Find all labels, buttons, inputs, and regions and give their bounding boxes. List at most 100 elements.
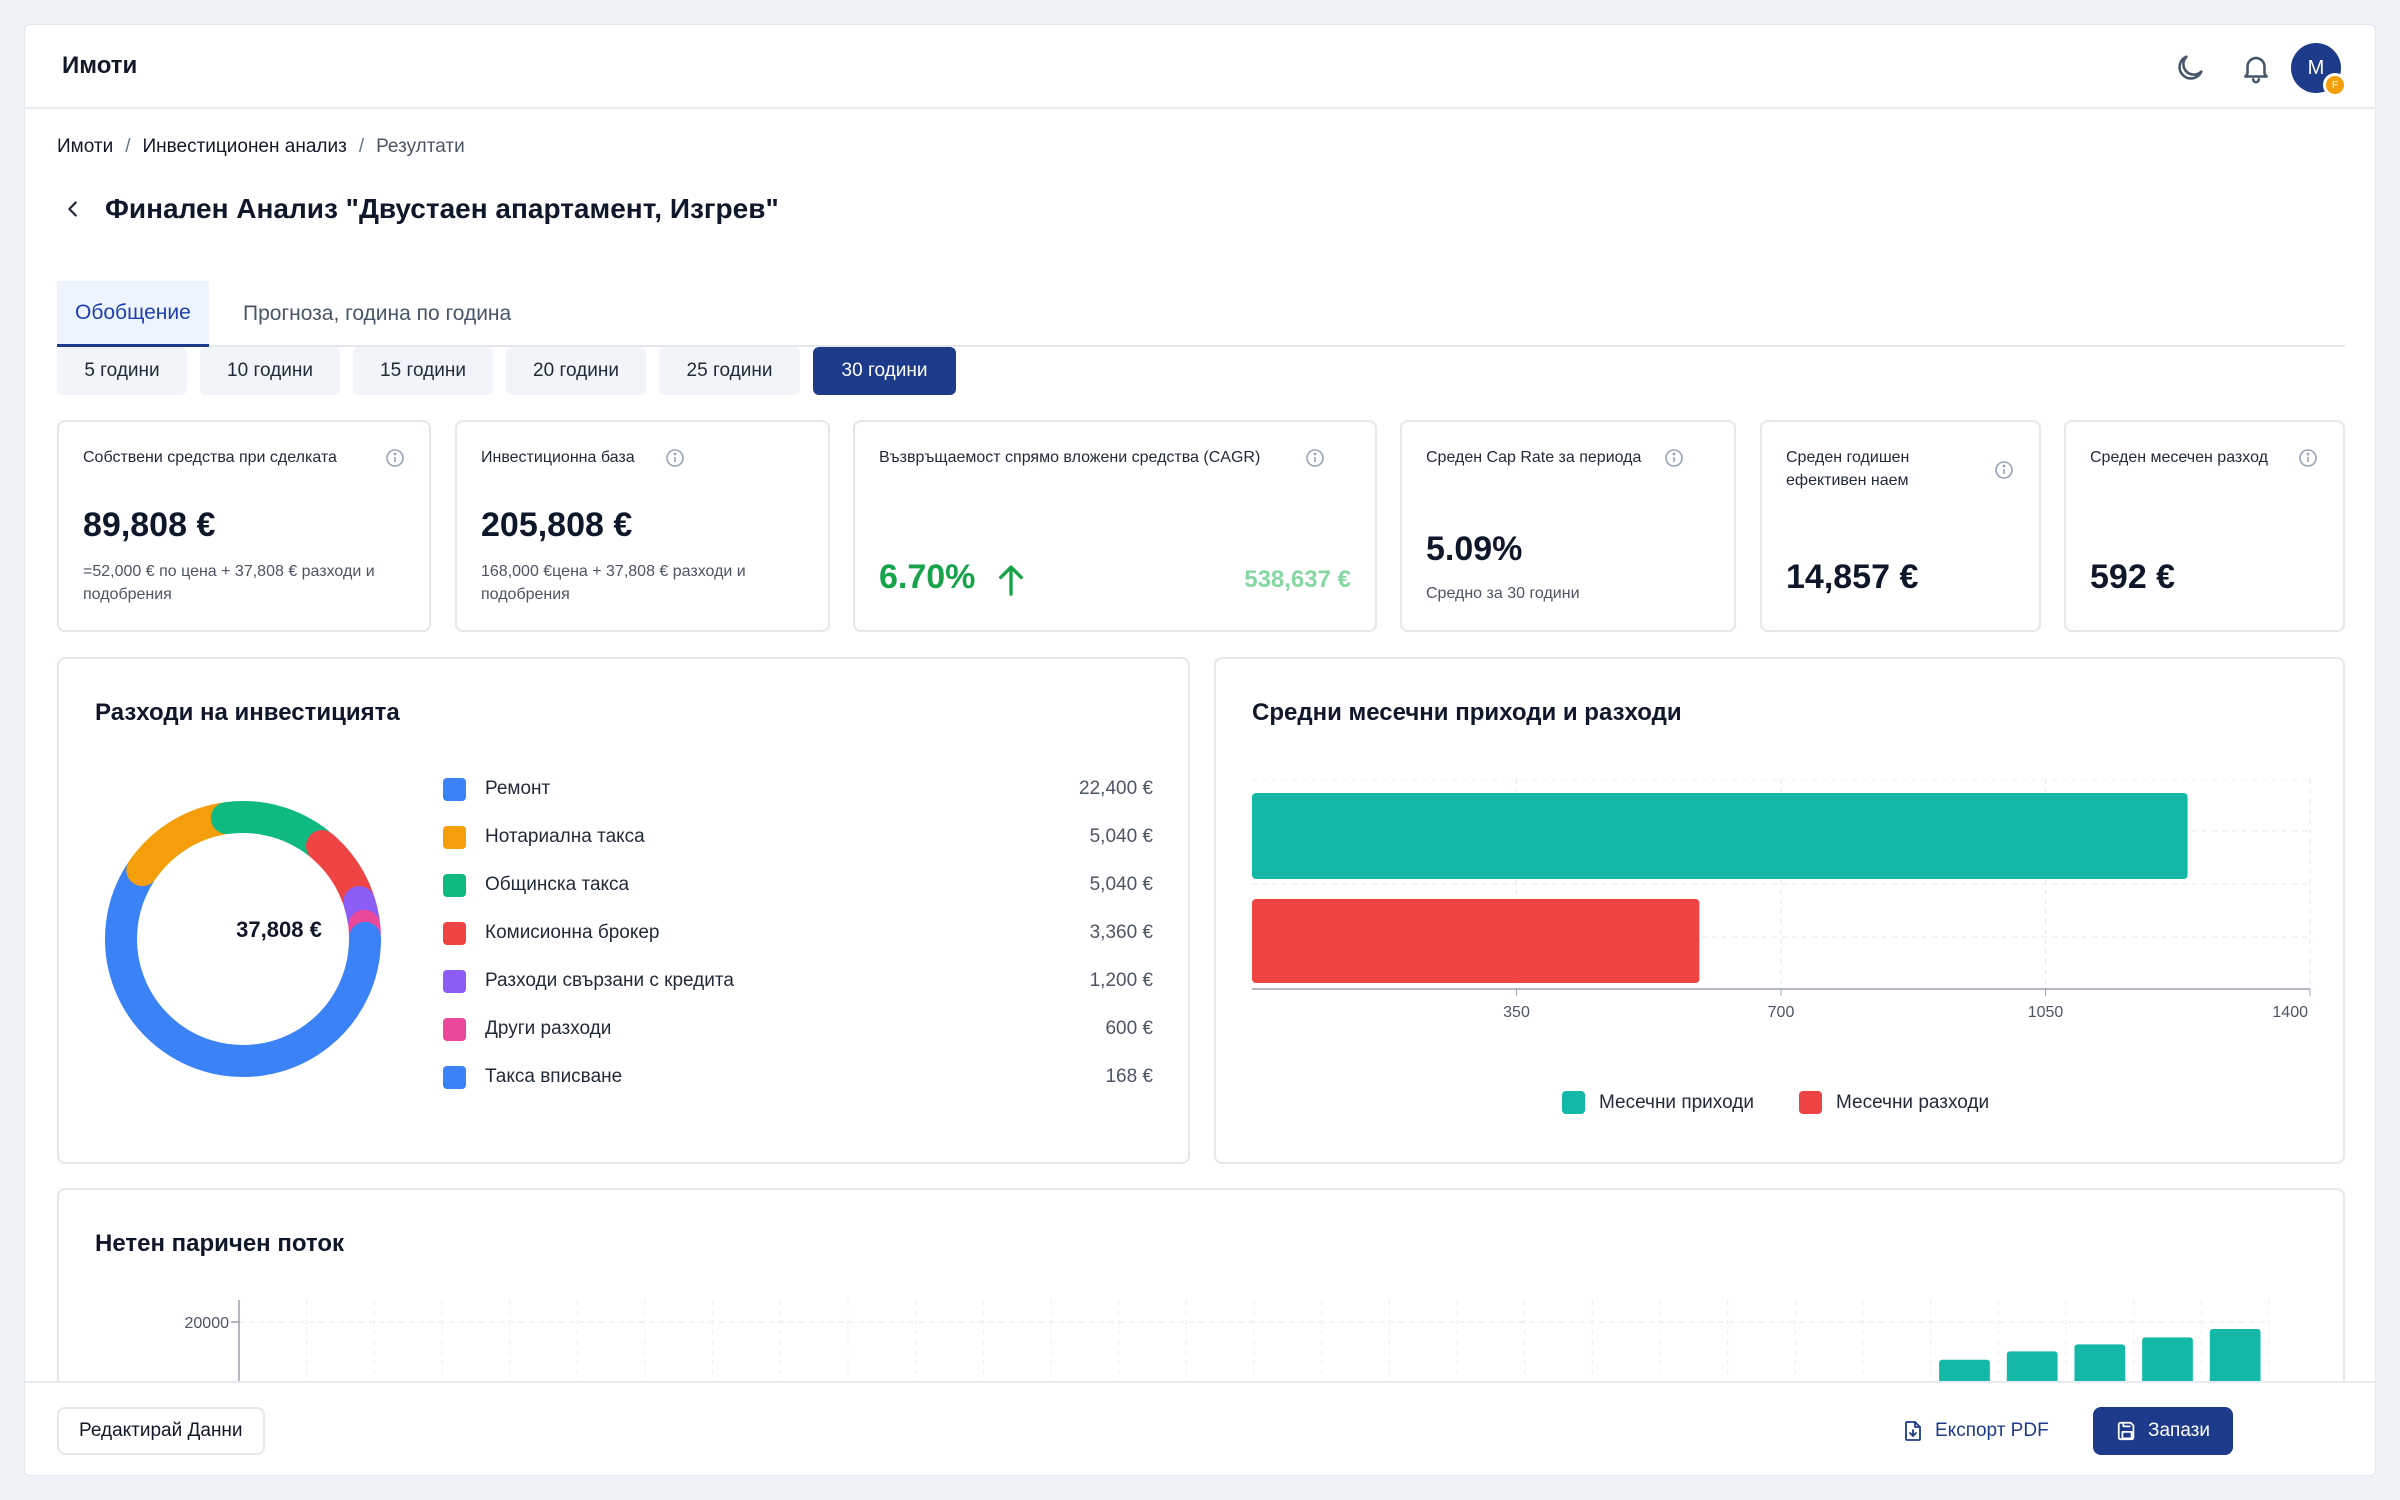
donut-total: 37,808 € (236, 917, 322, 942)
bar[interactable] (1252, 793, 2188, 879)
expense-label: Ремонт (485, 778, 551, 799)
donut-slice[interactable] (126, 802, 239, 887)
kpi-sub: =52,000 € по цена + 37,808 € разходи и п… (83, 563, 375, 603)
info-icon[interactable] (2298, 448, 2318, 468)
page-title-row: Финален Анализ "Двустаен апартамент, Изг… (57, 193, 779, 225)
save-label: Запази (2147, 1420, 2210, 1441)
save-icon (2117, 1421, 2135, 1441)
period-chip-25[interactable]: 25 години (659, 347, 800, 395)
file-download-icon (1905, 1421, 1921, 1441)
period-chip-10[interactable]: 10 години (200, 347, 340, 395)
kpi-investment-base-card: Инвестиционна база 205,808 € 168,000 €це… (455, 420, 830, 632)
expense-label: Други разходи (485, 1018, 612, 1039)
kpi-equity-card: Собствени средства при сделката 89,808 €… (57, 420, 431, 632)
expense-legend-item[interactable]: Ремонт 22,400 € (443, 774, 1153, 804)
tick-label: 1400 (2272, 1004, 2308, 1019)
donut-slice[interactable] (105, 858, 381, 1077)
legend-label: Месечни приходи (1599, 1091, 1754, 1113)
expense-value: 168 € (1105, 1066, 1153, 1087)
kpi-label: Среден годишен ефективен наем (1786, 449, 1910, 489)
kpi-value: 89,808 € (83, 506, 216, 544)
app-title: Имоти (62, 52, 138, 79)
info-icon[interactable] (385, 448, 405, 468)
moon-icon[interactable] (2173, 51, 2207, 85)
legend-swatch (443, 1065, 466, 1089)
legend-swatch (443, 921, 466, 945)
expense-legend-item[interactable]: Комисионна брокер 3,360 € (443, 918, 1153, 948)
expense-label: Такса вписване (485, 1066, 623, 1087)
monthly-bar-chart: 350 700 1050 1400 (1252, 779, 2311, 1019)
info-icon[interactable] (1305, 448, 1325, 468)
legend-swatch (443, 825, 466, 849)
bar[interactable] (1252, 899, 1700, 983)
info-icon[interactable] (665, 448, 685, 468)
page-title: Финален Анализ "Двустаен апартамент, Изг… (105, 193, 779, 224)
kpi-annual-rent-card: Среден годишен ефективен наем 14,857 € (1760, 420, 2041, 632)
breadcrumb-separator: / (125, 136, 131, 157)
donut-slice[interactable] (210, 801, 335, 860)
kpi-cap-rate-card: Среден Cap Rate за периода 5.09% Средно … (1400, 420, 1736, 632)
legend-swatch (443, 969, 466, 993)
legend-income[interactable]: Месечни приходи (1562, 1091, 1754, 1114)
kpi-monthly-expense-card: Среден месечен разход 592 € (2064, 420, 2345, 632)
legend-swatch (443, 873, 466, 897)
expense-value: 22,400 € (1079, 778, 1153, 799)
expense-value: 5,040 € (1089, 874, 1153, 895)
tick-label: 20000 (185, 1315, 230, 1332)
breadcrumb-item-properties[interactable]: Имоти (57, 136, 114, 157)
expense-label: Разходи свързани с кредита (485, 970, 734, 991)
expense-value: 3,360 € (1089, 922, 1153, 943)
legend-swatch (443, 1017, 466, 1041)
expense-legend-item[interactable]: Други разходи 600 € (443, 1014, 1153, 1044)
arrow-up-icon (995, 562, 1027, 598)
kpi-secondary-value: 538,637 € (1244, 566, 1351, 593)
expense-label: Нотариална такса (485, 826, 645, 847)
expenses-panel: Разходи на инвестицията 37,808 € Ремонт 2… (57, 657, 1190, 1164)
info-icon[interactable] (1664, 448, 1684, 468)
kpi-label: Среден Cap Rate за периода (1426, 449, 1642, 466)
bottom-action-bar: Редактирай Данни Експорт PDF Запази (25, 1381, 2375, 1475)
tick-label: 700 (1768, 1004, 1795, 1019)
period-chip-5[interactable]: 5 години (57, 347, 187, 395)
breadcrumb-separator: / (358, 136, 365, 157)
kpi-value: 5.09% (1426, 530, 1523, 568)
expense-label: Комисионна брокер (485, 922, 660, 943)
kpi-sub: 168,000 €цена + 37,808 € разходи и подоб… (481, 563, 746, 603)
expense-value: 5,040 € (1089, 826, 1153, 847)
panel-title: Разходи на инвестицията (95, 699, 400, 726)
period-chip-15[interactable]: 15 години (353, 347, 493, 395)
kpi-value: 6.70% (879, 558, 976, 596)
breadcrumb: Имоти / Инвестиционен анализ / Резултати (57, 136, 465, 158)
export-pdf-button[interactable]: Експорт PDF (1901, 1407, 2049, 1455)
breadcrumb-item-results: Резултати (376, 136, 465, 157)
avatar[interactable]: M F (2291, 43, 2347, 97)
legend-swatch (443, 777, 466, 801)
breadcrumb-item-analysis[interactable]: Инвестиционен анализ (142, 136, 347, 157)
tabs: Обобщение Прогноза, година по година (57, 257, 2345, 347)
kpi-value: 592 € (2090, 558, 2176, 596)
expenses-donut-chart (105, 801, 381, 1077)
expense-value: 1,200 € (1089, 970, 1153, 991)
period-chip-30[interactable]: 30 години (813, 347, 956, 395)
save-button[interactable]: Запази (2093, 1407, 2233, 1455)
kpi-value: 14,857 € (1786, 558, 1919, 596)
expense-legend-item[interactable]: Разходи свързани с кредита 1,200 € (443, 966, 1153, 996)
kpi-label: Инвестиционна база (481, 449, 635, 466)
period-chip-20[interactable]: 20 години (506, 347, 646, 395)
bell-icon[interactable] (2239, 51, 2273, 85)
expense-legend-item[interactable]: Общинска такса 5,040 € (443, 870, 1153, 900)
legend-expenses[interactable]: Месечни разходи (1799, 1091, 1989, 1114)
expense-legend-item[interactable]: Нотариална такса 5,040 € (443, 822, 1153, 852)
expense-value: 600 € (1105, 1018, 1153, 1039)
tab-summary[interactable]: Обобщение (57, 281, 209, 347)
edit-data-button[interactable]: Редактирай Данни (57, 1407, 265, 1455)
kpi-label: Среден месечен разход (2090, 449, 2268, 466)
expense-legend-item[interactable]: Такса вписване 168 € (443, 1062, 1153, 1092)
panel-title: Средни месечни приходи и разходи (1252, 699, 1682, 726)
back-arrow-icon[interactable] (57, 193, 89, 225)
avatar-initial: M (2307, 56, 2325, 79)
legend-swatch (1562, 1091, 1585, 1114)
legend-swatch (1799, 1091, 1822, 1114)
tab-forecast[interactable]: Прогноза, година по година (243, 302, 512, 325)
info-icon[interactable] (1994, 460, 2014, 480)
